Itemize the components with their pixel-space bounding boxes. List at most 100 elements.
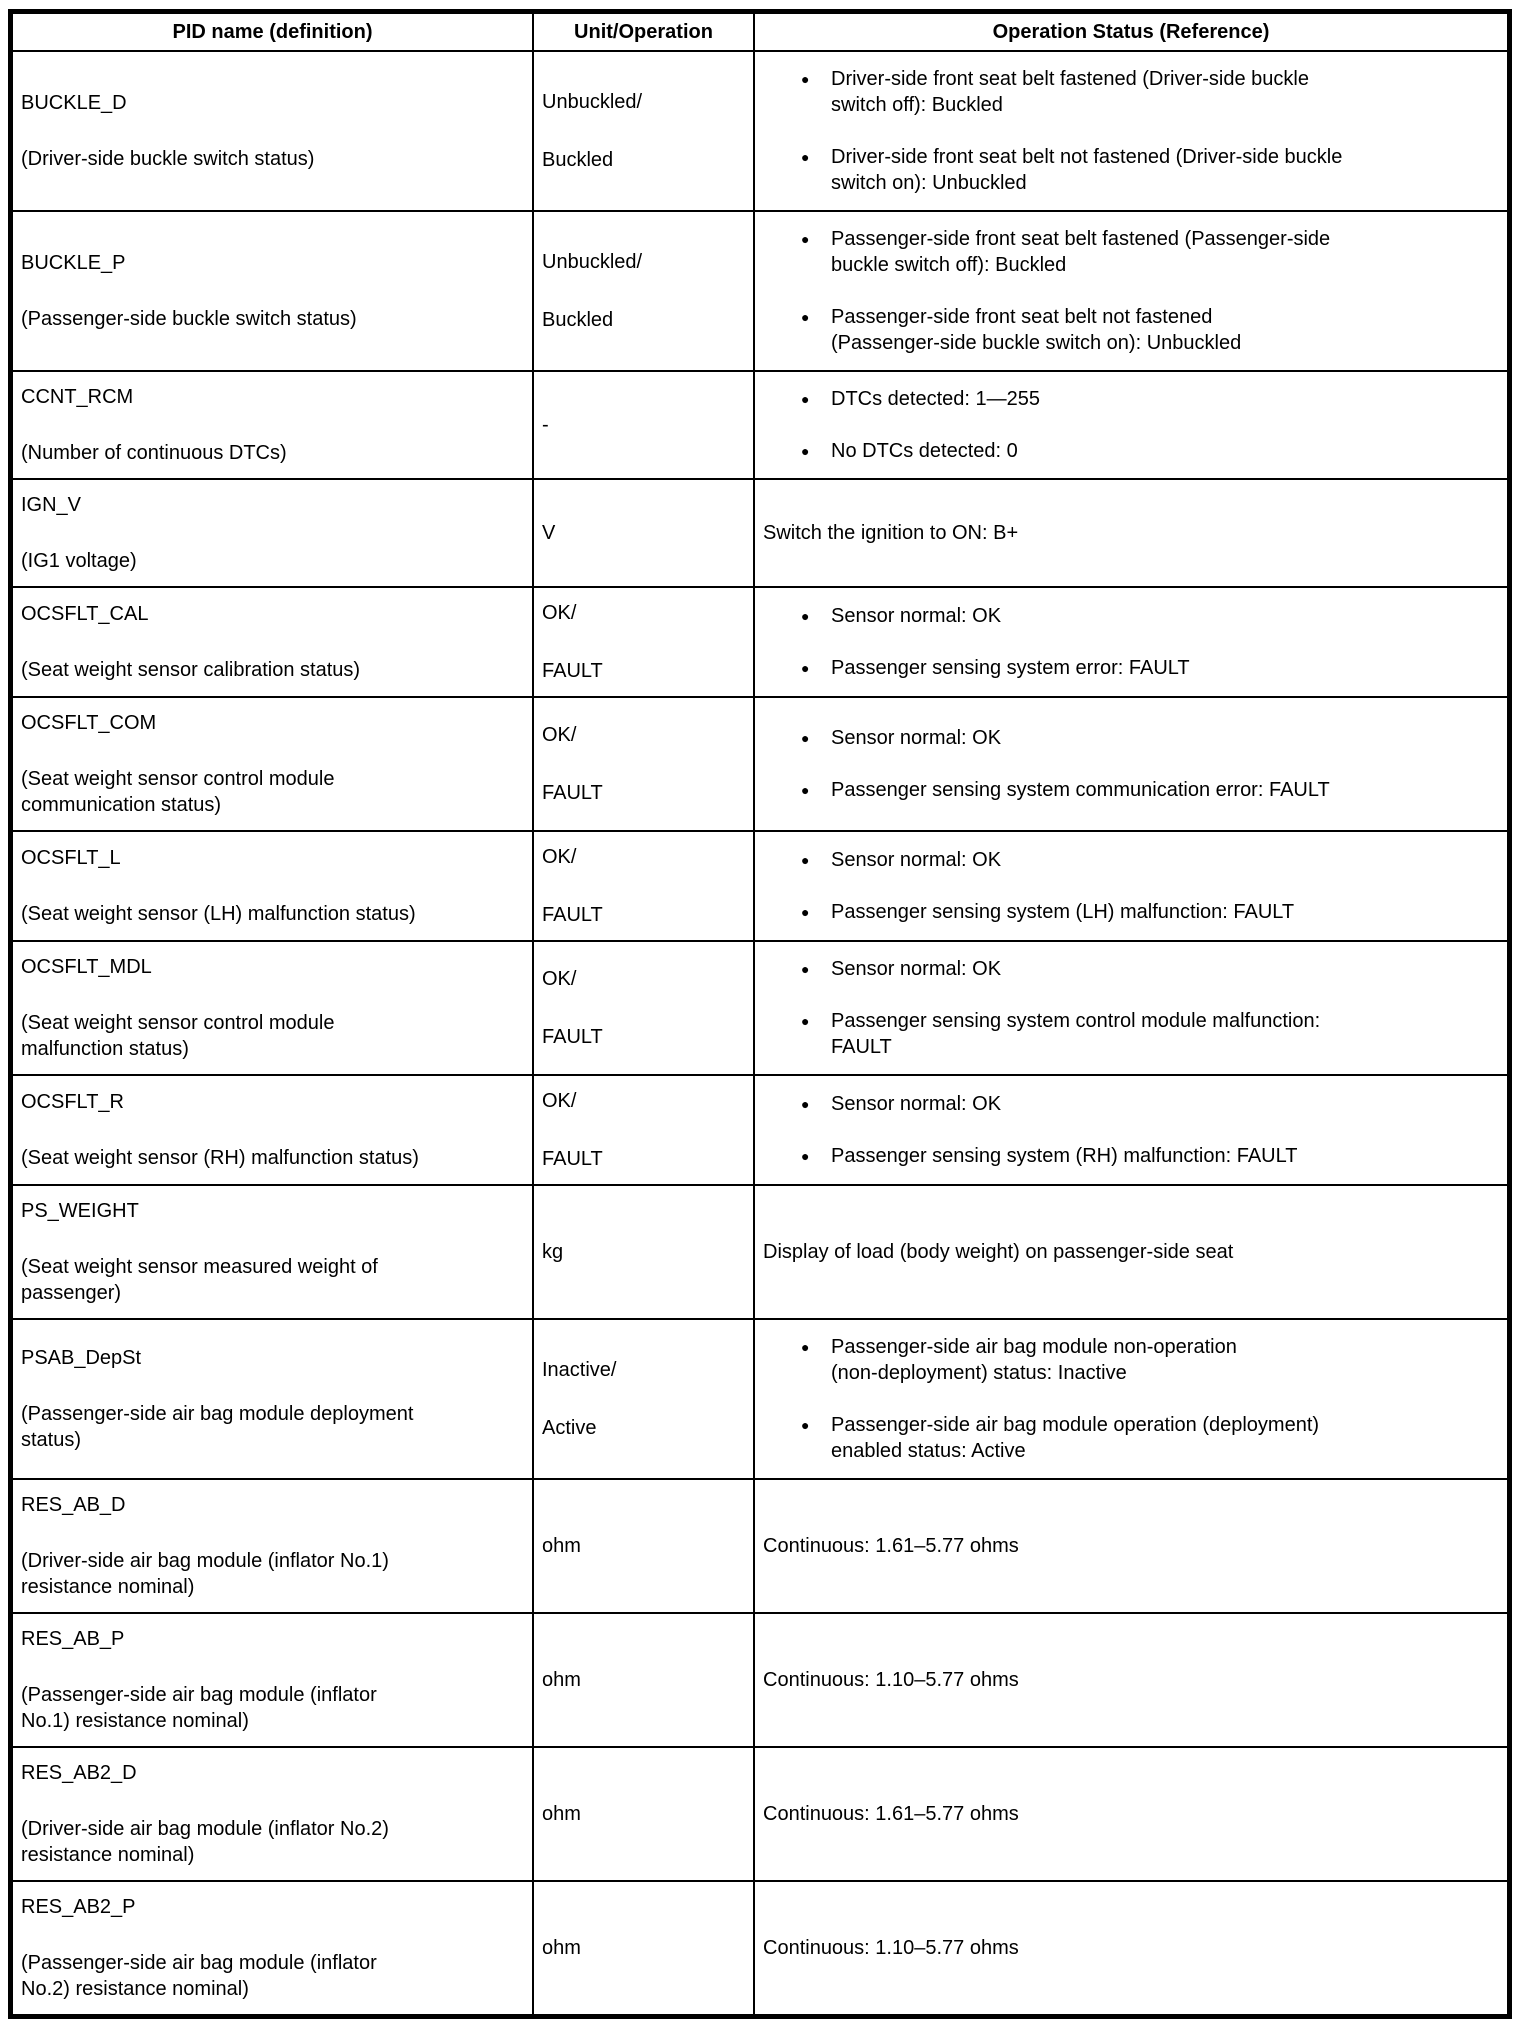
- status-bullet-item: ● Driver-side front seat belt not fastene…: [801, 144, 1499, 196]
- status-bullet-item: ● DTCs detected: 1—255: [801, 386, 1499, 412]
- unit-value: ohm: [542, 1535, 581, 1557]
- cell-pid-definition: BUCKLE_P (Passenger-side buckle switch st…: [13, 212, 532, 370]
- pid-definition: (Seat weight sensor control module malfu…: [21, 1012, 335, 1060]
- bullet-icon: ●: [801, 391, 810, 407]
- status-text: Continuous: 1.10–5.77 ohms: [763, 1937, 1019, 1959]
- column-header-operation-status: Operation Status (Reference): [755, 14, 1507, 50]
- cell-unit-operation: ohm: [534, 1480, 753, 1612]
- status-text: Driver-side front seat belt not fastened…: [831, 146, 1343, 194]
- status-text: Continuous: 1.61–5.77 ohms: [763, 1535, 1019, 1557]
- cell-pid-definition: RES_AB2_D (Driver-side air bag module (in…: [13, 1748, 532, 1880]
- column-header-pid-name: PID name (definition): [13, 14, 532, 50]
- cell-operation-status: ● Sensor normal: OK ● Passenger sensing sys…: [755, 1076, 1507, 1184]
- status-text: Passenger-side air bag module non-operat…: [831, 1336, 1237, 1384]
- bullet-icon: ●: [801, 309, 810, 325]
- pid-definition: (Passenger-side air bag module (inflator…: [21, 1952, 377, 2000]
- pid-name: OCSFLT_CAL: [21, 603, 149, 625]
- unit-value: -: [542, 414, 549, 436]
- unit-value: Unbuckled/: [542, 251, 643, 273]
- unit-value: OK/: [542, 846, 577, 868]
- unit-value: Inactive/: [542, 1359, 617, 1381]
- status-text: Sensor normal: OK: [831, 849, 1002, 871]
- status-text: Sensor normal: OK: [831, 727, 1002, 749]
- cell-pid-definition: CCNT_RCM (Number of continuous DTCs): [13, 372, 532, 478]
- bullet-icon: ●: [801, 961, 810, 977]
- cell-unit-operation: kg: [534, 1186, 753, 1318]
- pid-name: OCSFLT_MDL: [21, 956, 152, 978]
- bullet-icon: ●: [801, 1148, 810, 1164]
- status-bullet-item: ● Passenger-side front seat belt fastened…: [801, 226, 1499, 278]
- unit-value: Buckled: [542, 309, 614, 331]
- status-bullet-item: ● Sensor normal: OK: [801, 847, 1499, 873]
- cell-unit-operation: ohm: [534, 1614, 753, 1746]
- cell-pid-definition: OCSFLT_R (Seat weight sensor (RH) malfunc…: [13, 1076, 532, 1184]
- status-bullet-item: ● Sensor normal: OK: [801, 725, 1499, 751]
- cell-unit-operation: OK/FAULT: [534, 698, 753, 830]
- cell-unit-operation: Unbuckled/Buckled: [534, 212, 753, 370]
- cell-operation-status: Switch the ignition to ON: B+: [755, 480, 1507, 586]
- unit-value: FAULT: [542, 904, 603, 926]
- cell-operation-status: ● Passenger-side air bag module non-opera…: [755, 1320, 1507, 1478]
- cell-operation-status: ● DTCs detected: 1—255 ● No DTCs detected: …: [755, 372, 1507, 478]
- status-bullet-item: ● Driver-side front seat belt fastened (D…: [801, 66, 1499, 118]
- cell-operation-status: ● Sensor normal: OK ● Passenger sensing sys…: [755, 588, 1507, 696]
- status-text: Sensor normal: OK: [831, 958, 1002, 980]
- cell-unit-operation: Inactive/Active: [534, 1320, 753, 1478]
- pid-name: RES_AB_P: [21, 1628, 125, 1650]
- bullet-icon: ●: [801, 1013, 810, 1029]
- cell-unit-operation: OK/FAULT: [534, 832, 753, 940]
- unit-value: FAULT: [542, 1148, 603, 1170]
- bullet-icon: ●: [801, 71, 810, 87]
- cell-operation-status: Continuous: 1.10–5.77 ohms: [755, 1882, 1507, 2014]
- cell-unit-operation: Unbuckled/Buckled: [534, 52, 753, 210]
- cell-operation-status: Continuous: 1.10–5.77 ohms: [755, 1614, 1507, 1746]
- cell-operation-status: Display of load (body weight) on passeng…: [755, 1186, 1507, 1318]
- cell-pid-definition: PSAB_DepSt (Passenger-side air bag module…: [13, 1320, 532, 1478]
- pid-definition: (Passenger-side air bag module (inflator…: [21, 1684, 377, 1732]
- unit-value: OK/: [542, 724, 577, 746]
- unit-value: FAULT: [542, 1026, 603, 1048]
- pid-definition: (Passenger-side buckle switch status): [21, 308, 357, 330]
- unit-value: ohm: [542, 1669, 581, 1691]
- unit-value: ohm: [542, 1803, 581, 1825]
- cell-pid-definition: IGN_V (IG1 voltage): [13, 480, 532, 586]
- unit-value: Active: [542, 1417, 597, 1439]
- pid-definition: (Driver-side air bag module (inflator No…: [21, 1818, 389, 1866]
- unit-value: OK/: [542, 602, 577, 624]
- bullet-icon: ●: [801, 1339, 810, 1355]
- cell-unit-operation: ohm: [534, 1748, 753, 1880]
- column-header-unit-operation: Unit/Operation: [534, 14, 753, 50]
- pid-definition: (Seat weight sensor calibration status): [21, 659, 361, 681]
- cell-pid-definition: PS_WEIGHT (Seat weight sensor measured we…: [13, 1186, 532, 1318]
- cell-pid-definition: OCSFLT_MDL (Seat weight sensor control mo…: [13, 942, 532, 1074]
- cell-pid-definition: BUCKLE_D (Driver-side buckle switch statu…: [13, 52, 532, 210]
- pid-name: RES_AB2_P: [21, 1896, 136, 1918]
- status-text: Passenger-side front seat belt not faste…: [831, 306, 1242, 354]
- status-text: Sensor normal: OK: [831, 605, 1002, 627]
- bullet-icon: ●: [801, 231, 810, 247]
- unit-value: ohm: [542, 1937, 581, 1959]
- cell-unit-operation: ohm: [534, 1882, 753, 2014]
- pid-name: BUCKLE_D: [21, 92, 127, 114]
- status-text: Continuous: 1.61–5.77 ohms: [763, 1803, 1019, 1825]
- status-text: Passenger-side front seat belt fastened …: [831, 228, 1331, 276]
- cell-pid-definition: OCSFLT_COM (Seat weight sensor control mo…: [13, 698, 532, 830]
- status-text: Display of load (body weight) on passeng…: [763, 1241, 1234, 1263]
- status-text: Passenger sensing system (RH) malfunctio…: [831, 1145, 1298, 1167]
- unit-value: FAULT: [542, 782, 603, 804]
- bullet-icon: ●: [801, 1417, 810, 1433]
- pid-name: CCNT_RCM: [21, 386, 134, 408]
- unit-value: Buckled: [542, 149, 614, 171]
- cell-pid-definition: OCSFLT_L (Seat weight sensor (LH) malfunc…: [13, 832, 532, 940]
- unit-value: OK/: [542, 968, 577, 990]
- status-bullet-item: ● Passenger sensing system control module…: [801, 1008, 1499, 1060]
- unit-value: OK/: [542, 1090, 577, 1112]
- status-bullet-item: ● Sensor normal: OK: [801, 603, 1499, 629]
- status-text: DTCs detected: 1—255: [831, 388, 1040, 410]
- cell-unit-operation: OK/FAULT: [534, 942, 753, 1074]
- status-bullet-item: ● No DTCs detected: 0: [801, 438, 1499, 464]
- pid-definition: (IG1 voltage): [21, 550, 137, 572]
- cell-operation-status: ● Sensor normal: OK ● Passenger sensing sys…: [755, 942, 1507, 1074]
- bullet-icon: ●: [801, 660, 810, 676]
